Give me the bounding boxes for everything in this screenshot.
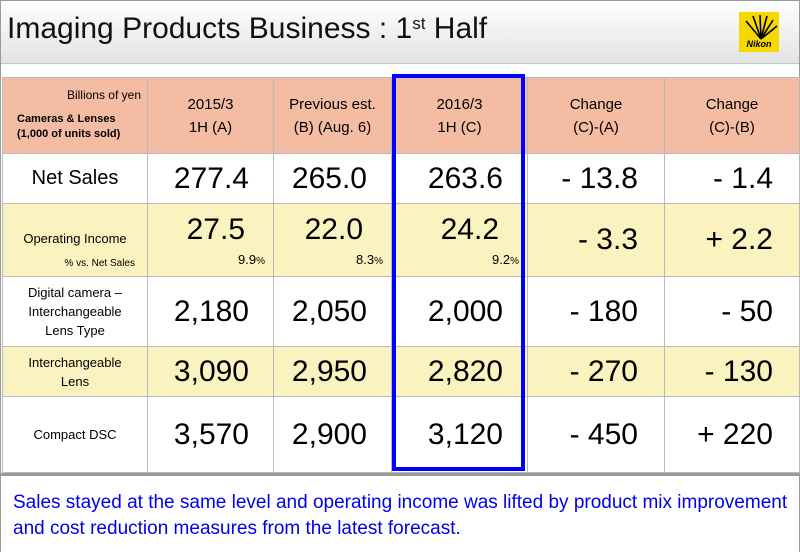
operating-income-sublabel: % vs. Net Sales [64,258,135,269]
row-label-net-sales: Net Sales [2,153,148,204]
lens-change-ca: - 270 [527,346,665,397]
operating-income-b-cell: 22.0 8.3% [273,203,392,277]
operating-income-b-pct: 8.3% [356,252,383,267]
compact-change-ca: - 450 [527,396,665,473]
units-label-cameras: Cameras & Lenses (1,000 of units sold) [17,113,121,140]
header-change-cb: Change (C)-(B) [664,77,800,154]
table-row: Net Sales 277.4 265.0 263.6 - 13.8 - 1.4 [2,153,800,204]
summary-panel: Sales stayed at the same level and opera… [1,473,799,554]
lens-c: 2,820 [391,346,528,397]
net-sales-c: 263.6 [391,153,528,204]
digital-camera-a: 2,180 [147,276,274,347]
operating-income-change-ca: - 3.3 [527,203,665,277]
logo-text: Nikon [746,39,772,49]
lens-a: 3,090 [147,346,274,397]
operating-income-b: 22.0 [304,213,363,246]
units-label: Billions of yen [66,88,141,102]
table-row: Digital camera – Interchangeable Lens Type… [2,276,800,347]
summary-note: Sales stayed at the same level and opera… [13,492,788,539]
compact-b: 2,900 [273,396,392,473]
title-bar: Imaging Products Business : 1st Half Nik… [1,1,799,64]
table-row: Operating Income % vs. Net Sales 27.5 9.… [2,203,800,277]
row-label-digital-camera: Digital camera – Interchangeable Lens Type [2,276,148,347]
net-sales-a: 277.4 [147,153,274,204]
nikon-logo: Nikon [739,12,779,52]
operating-income-c: 24.2 [440,213,499,246]
header-units-cell: Billions of yen Cameras & Lenses (1,000 o… [2,77,148,154]
operating-income-c-cell: 24.2 9.2% [391,203,528,277]
lens-b: 2,950 [273,346,392,397]
header-previous-est: Previous est. (B) (Aug. 6) [273,77,392,154]
digital-camera-change-ca: - 180 [527,276,665,347]
header-row: Billions of yen Cameras & Lenses (1,000 o… [2,77,800,154]
net-sales-change-ca: - 13.8 [527,153,665,204]
results-table: Billions of yen Cameras & Lenses (1,000 o… [2,77,800,473]
sun-rays-icon [745,14,778,40]
digital-camera-c: 2,000 [391,276,528,347]
row-label-lens: Interchangeable Lens [2,346,148,397]
operating-income-c-pct: 9.2% [492,252,519,267]
row-label-operating-income: Operating Income % vs. Net Sales [2,203,148,277]
compact-a: 3,570 [147,396,274,473]
table-row: Interchangeable Lens 3,090 2,950 2,820 - … [2,346,800,397]
net-sales-change-cb: - 1.4 [664,153,800,204]
compact-c: 3,120 [391,396,528,473]
digital-camera-b: 2,050 [273,276,392,347]
row-label-compact-dsc: Compact DSC [2,396,148,473]
operating-income-a-cell: 27.5 9.9% [147,203,274,277]
lens-change-cb: - 130 [664,346,800,397]
slide-title: Imaging Products Business : 1st Half [7,12,488,45]
operating-income-label: Operating Income [23,231,127,246]
header-change-ca: Change (C)-(A) [527,77,665,154]
header-2016-1h: 2016/3 1H (C) [391,77,528,154]
digital-camera-change-cb: - 50 [664,276,800,347]
operating-income-a: 27.5 [186,213,245,246]
net-sales-b: 265.0 [273,153,392,204]
compact-change-cb: + 220 [664,396,800,473]
table-row: Compact DSC 3,570 2,900 3,120 - 450 + 22… [2,396,800,473]
operating-income-a-pct: 9.9% [238,252,265,267]
header-2015-1h: 2015/3 1H (A) [147,77,274,154]
operating-income-change-cb: + 2.2 [664,203,800,277]
